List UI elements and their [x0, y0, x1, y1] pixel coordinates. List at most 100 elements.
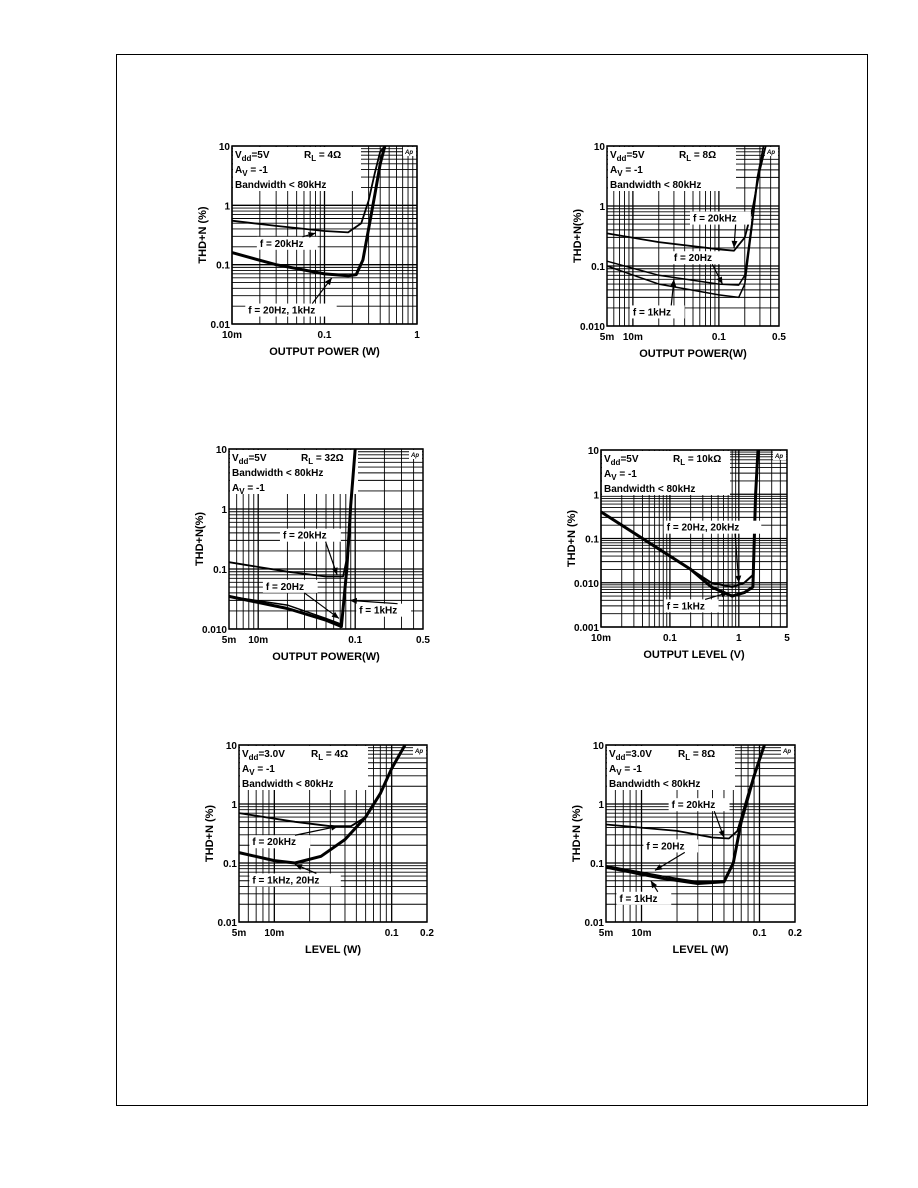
- annotation-box: [629, 305, 685, 319]
- header-line-2: AV = -1: [242, 764, 275, 777]
- arrow-head: [331, 567, 338, 575]
- corner-mark: Ap: [414, 749, 423, 755]
- y-tick-label: 0.010: [574, 579, 599, 590]
- page-frame: [116, 54, 868, 1106]
- annotation-label-1: f = 20kHz: [672, 800, 716, 811]
- header-load: RL = 10kΩ: [673, 454, 721, 467]
- thd-chart-5: Vdd=3.0V RL = 4Ω AV = -1 Bandwidth < 80kHz A…: [194, 740, 437, 969]
- x-tick-label: 0.1: [348, 635, 362, 646]
- annotation-box: [262, 579, 318, 593]
- y-tick-label: 0.010: [202, 625, 227, 636]
- x-tick-label: 10m: [591, 633, 611, 644]
- x-tick-label: 0.1: [753, 928, 767, 939]
- y-tick-label: 0.1: [585, 535, 599, 546]
- arrow-head: [654, 864, 663, 871]
- y-axis-title: THD+N (%): [197, 206, 209, 263]
- corner-box: [409, 450, 422, 459]
- y-tick-label: 1: [593, 490, 599, 501]
- corner-box: [773, 451, 786, 460]
- plot-frame: [606, 145, 780, 327]
- corner-box: [413, 746, 426, 755]
- header-line-2: AV = -1: [235, 165, 268, 178]
- x-axis-title: OUTPUT POWER (W): [269, 346, 380, 358]
- y-tick-label: 1: [221, 505, 227, 516]
- x-axis-title: OUTPUT POWER(W): [272, 651, 380, 663]
- thd-chart-2: Vdd=5V RL = 8Ω AV = -1 Bandwidth < 80kHz Ap f…: [562, 141, 789, 373]
- thd-chart-1: Vdd=5V RL = 4Ω AV = -1 Bandwidth < 80kHz Ap f…: [187, 141, 427, 371]
- arrow-head: [331, 611, 339, 619]
- header-supply: Vdd=5V: [604, 454, 639, 467]
- arrow-head: [720, 591, 729, 598]
- y-tick-label: 0.01: [211, 320, 231, 331]
- series-line-3: [228, 448, 357, 628]
- x-tick-label: 5m: [599, 928, 614, 939]
- header-line-3: AV = -1: [232, 483, 265, 496]
- x-tick-label: 0.1: [712, 332, 726, 343]
- y-tick-label: 10: [226, 741, 238, 752]
- corner-mark: Ap: [782, 749, 791, 755]
- arrow-head: [325, 277, 332, 286]
- arrow-head: [294, 864, 303, 870]
- x-tick-label: 5m: [222, 635, 237, 646]
- annotation-label-2: f = 1kHz, 20Hz: [252, 875, 319, 886]
- annotation-box: [256, 236, 318, 250]
- header-line-3: Bandwidth < 80kHz: [604, 484, 695, 495]
- x-tick-label: 1: [414, 330, 420, 341]
- annotation-box: [690, 211, 751, 225]
- legend-box: [240, 746, 368, 790]
- legend-box: [233, 147, 361, 191]
- x-tick-label: 1: [736, 633, 742, 644]
- y-axis-title: THD+N (%): [571, 805, 583, 862]
- annotation-label-2: f = 20Hz: [674, 253, 712, 264]
- header-line-2: AV = -1: [610, 165, 643, 178]
- x-axis-title: OUTPUT LEVEL (V): [643, 649, 745, 661]
- x-tick-label: 5m: [232, 928, 247, 939]
- annotation-label-3: f = 1kHz: [619, 894, 657, 905]
- annotation-box: [245, 303, 337, 317]
- header-load: RL = 4Ω: [311, 749, 348, 762]
- header-supply: Vdd=3.0V: [242, 749, 285, 762]
- series-line-3: [605, 744, 766, 885]
- y-tick-label: 0.001: [574, 623, 599, 634]
- y-tick-label: 0.1: [216, 261, 230, 272]
- x-tick-label: 0.1: [318, 330, 332, 341]
- y-tick-label: 10: [219, 142, 231, 153]
- header-supply: Vdd=5V: [235, 150, 270, 163]
- corner-mark: Ap: [410, 453, 419, 459]
- x-tick-label: 0.5: [772, 332, 786, 343]
- annotation-box: [249, 873, 341, 887]
- annotation-box: [356, 603, 412, 617]
- header-load: RL = 4Ω: [304, 150, 341, 163]
- corner-mark: Ap: [404, 150, 413, 156]
- header-line-3: Bandwidth < 80kHz: [242, 779, 333, 790]
- header-line-3: Bandwidth < 80kHz: [610, 180, 701, 191]
- y-tick-label: 10: [216, 445, 228, 456]
- corner-box: [403, 147, 416, 156]
- y-axis-title: THD+N(%): [572, 209, 584, 263]
- thd-chart-4: Vdd=5V RL = 10kΩ AV = -1 Bandwidth < 80kHz A…: [556, 445, 797, 674]
- arrow-head: [330, 824, 339, 831]
- annotation-arrow: [349, 599, 398, 605]
- corner-mark: Ap: [774, 454, 783, 460]
- corner-box: [765, 147, 778, 156]
- x-axis-title: LEVEL (W): [672, 944, 728, 956]
- header-load: RL = 32Ω: [301, 453, 344, 466]
- annotation-box: [616, 891, 672, 905]
- arrow-head: [650, 880, 658, 889]
- annotation-label-2: f = 1kHz: [667, 601, 705, 612]
- x-tick-label: 5m: [600, 332, 615, 343]
- annotation-label-3: f = 1kHz: [359, 606, 397, 617]
- annotation-box: [643, 839, 699, 853]
- x-tick-label: 0.5: [416, 635, 430, 646]
- plot-frame: [600, 449, 788, 628]
- y-tick-label: 0.1: [590, 859, 604, 870]
- series-line-3: [606, 145, 765, 299]
- arrow-head: [349, 597, 358, 604]
- annotation-box: [279, 528, 341, 542]
- annotation-label-1: f = 20kHz: [252, 837, 296, 848]
- thd-chart-6: Vdd=3.0V RL = 8Ω AV = -1 Bandwidth < 80kHz A…: [561, 740, 805, 969]
- arrow-head: [307, 232, 316, 238]
- x-tick-label: 10m: [222, 330, 242, 341]
- y-tick-label: 0.010: [580, 322, 605, 333]
- arrow-head: [731, 240, 738, 248]
